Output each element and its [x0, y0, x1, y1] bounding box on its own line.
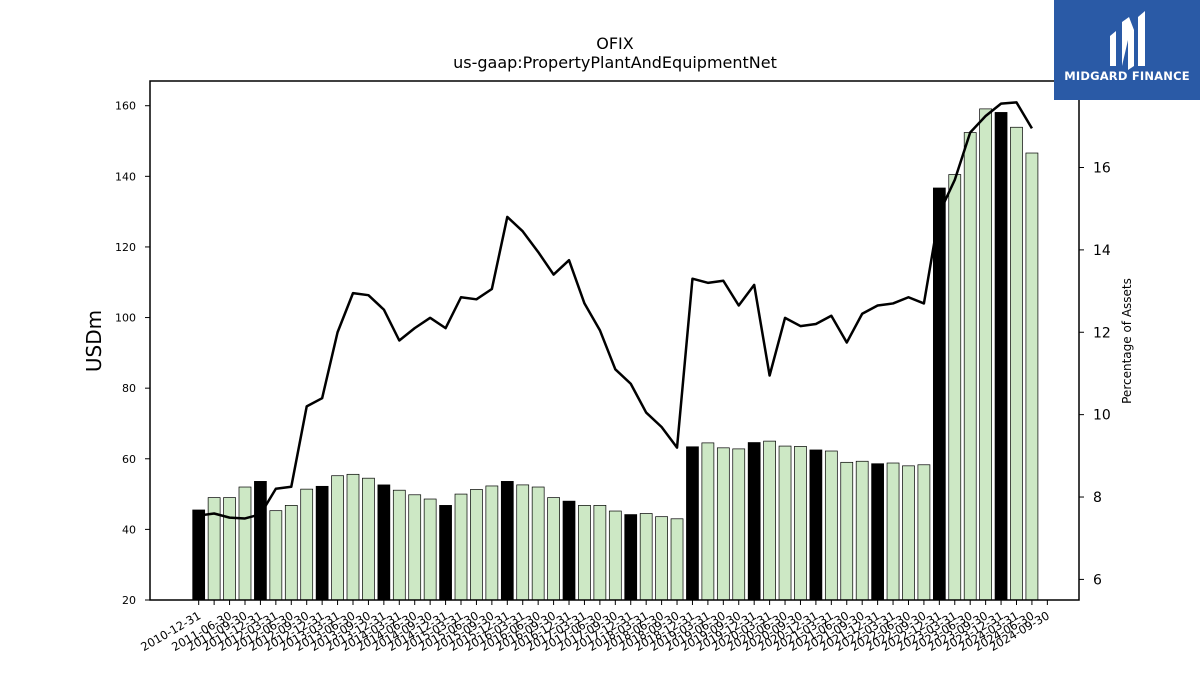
- bar: [377, 484, 391, 601]
- bar: [732, 448, 746, 601]
- y2-axis: 6 8 10 12 14 16: [1079, 161, 1111, 588]
- plot-frame: [149, 80, 1080, 601]
- bar: [624, 514, 638, 601]
- bar: [269, 510, 283, 601]
- y-tick-label: 60: [122, 453, 136, 466]
- bar: [979, 108, 992, 601]
- bar: [485, 485, 499, 601]
- percentage-line: [198, 101, 1033, 520]
- bar: [547, 497, 560, 601]
- y-tick-label: 160: [115, 100, 136, 113]
- bar: [686, 446, 699, 601]
- y2-axis-label: Percentage of Assets: [1120, 278, 1134, 404]
- bar: [562, 500, 576, 601]
- y-tick-label: 80: [122, 382, 136, 395]
- y-tick-label: 40: [122, 523, 136, 536]
- bar: [778, 445, 792, 601]
- x-axis: 2010-12-312011-06-302011-09-302011-12-31…: [138, 600, 1052, 654]
- bar: [439, 505, 452, 601]
- y2-tick-label: 6: [1093, 572, 1102, 588]
- y-tick-label: 20: [122, 594, 136, 607]
- y2-tick-label: 12: [1093, 325, 1111, 341]
- chart-title: OFIX: [596, 34, 634, 53]
- midgard-finance-logo: MIDGARD FINANCE: [1054, 0, 1200, 100]
- bar: [871, 463, 884, 601]
- bar: [531, 486, 545, 601]
- bar: [346, 473, 360, 601]
- bar: [362, 477, 375, 601]
- bar: [932, 187, 946, 601]
- bar: [701, 442, 715, 601]
- chart-subtitle: us-gaap:PropertyPlantAndEquipmentNet: [453, 53, 777, 72]
- bar: [392, 489, 406, 601]
- bar: [716, 447, 730, 601]
- bar: [254, 481, 267, 601]
- bar: [994, 112, 1008, 601]
- bar: [300, 488, 314, 601]
- bar: [824, 450, 838, 601]
- bar: [763, 440, 776, 601]
- y2-tick-label: 8: [1093, 490, 1102, 506]
- y-axis-label: USDm: [82, 310, 106, 372]
- y2-tick-label: 10: [1093, 408, 1111, 424]
- bar: [948, 174, 962, 601]
- y-tick-label: 140: [115, 170, 136, 183]
- bar: [192, 509, 206, 601]
- bar: [500, 481, 514, 601]
- bar-series: [192, 108, 1039, 601]
- bar: [840, 461, 854, 601]
- bar: [809, 449, 823, 601]
- bar: [470, 489, 483, 601]
- bar: [331, 475, 344, 601]
- bar: [917, 464, 931, 601]
- bar: [223, 497, 236, 601]
- y-tick-label: 100: [115, 312, 136, 325]
- y2-tick-label: 16: [1093, 161, 1111, 177]
- y-axis: 20 40 60 80 100 120 140 160: [115, 100, 150, 607]
- bar: [608, 510, 622, 601]
- logo-mark-icon: [1110, 11, 1145, 70]
- bar: [408, 494, 422, 601]
- bar: [655, 516, 668, 601]
- bar: [578, 505, 591, 601]
- bar: [886, 462, 900, 601]
- bar: [794, 446, 807, 601]
- y-tick-label: 120: [115, 241, 136, 254]
- bar: [593, 505, 607, 601]
- bar: [902, 465, 915, 601]
- bar: [516, 484, 530, 601]
- y2-tick-label: 14: [1093, 243, 1111, 259]
- bar: [670, 518, 684, 601]
- bar: [747, 442, 761, 601]
- bar: [238, 486, 252, 601]
- bar: [1010, 126, 1023, 601]
- logo-text: MIDGARD FINANCE: [1064, 69, 1190, 83]
- bar: [284, 505, 298, 601]
- bar: [1025, 152, 1039, 601]
- bar: [963, 132, 977, 601]
- bar: [454, 493, 468, 601]
- bar: [855, 460, 869, 601]
- bar: [639, 513, 653, 601]
- bar: [315, 485, 329, 601]
- bar: [423, 498, 437, 601]
